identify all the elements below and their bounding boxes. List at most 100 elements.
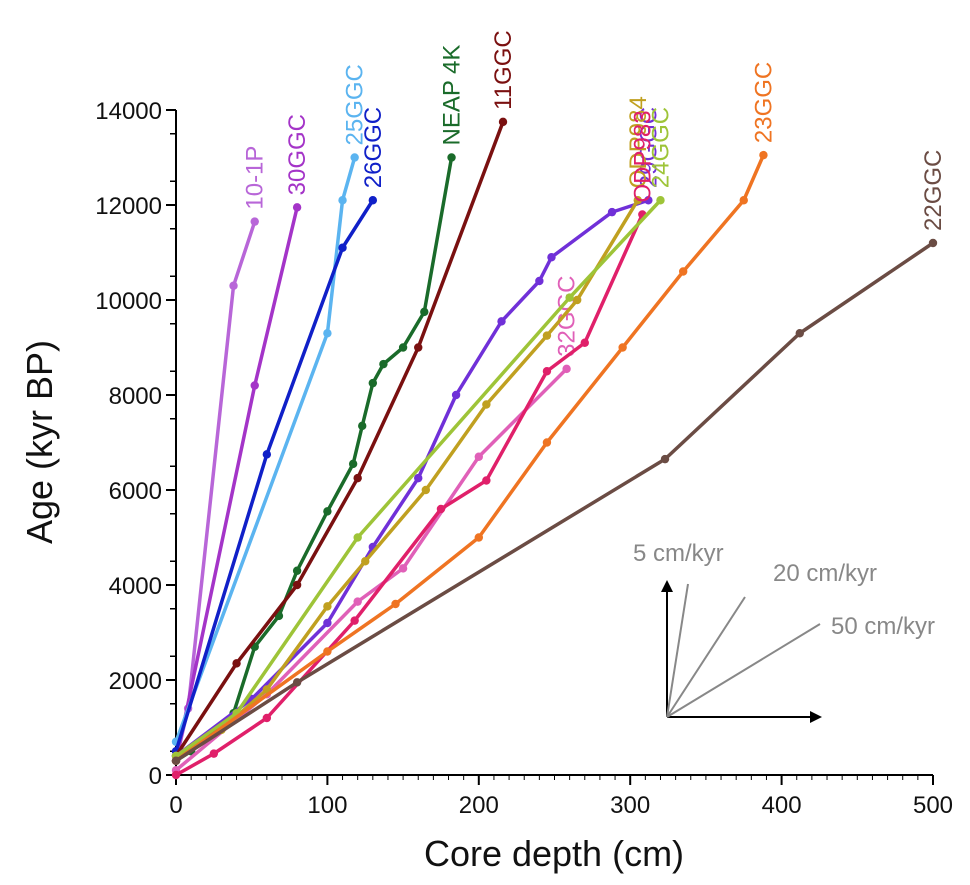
data-point (368, 196, 378, 205)
data-point (171, 770, 181, 780)
data-point (350, 153, 359, 162)
y-tick-label: 14000 (95, 98, 162, 125)
data-point (379, 359, 388, 369)
data-point (795, 329, 804, 338)
rate-line-5 (666, 583, 689, 718)
series-26ggc: 26GGC (171, 107, 387, 756)
rate-line-50 (666, 623, 821, 718)
series-22ggc: 22GGC (171, 150, 947, 765)
series-label-odp984: ODP984 (625, 96, 652, 188)
series-label-23ggc: 23GGC (750, 62, 777, 143)
data-point (232, 659, 241, 668)
series-odp983: ODP983 (171, 110, 656, 780)
data-point (607, 207, 617, 217)
data-point (353, 533, 362, 542)
data-point (562, 364, 571, 374)
data-point (323, 602, 332, 611)
series-10-1p: 10-1P (171, 146, 269, 765)
y-tick-label: 10000 (95, 288, 162, 315)
data-point (421, 485, 431, 495)
series-label-11ggc: 11GGC (490, 30, 517, 110)
series-32ggc: 32GGC (171, 276, 581, 775)
data-point (323, 329, 332, 338)
data-point (171, 756, 181, 765)
data-point (292, 203, 302, 212)
data-point (323, 618, 332, 628)
series-label-10-1p: 10-1P (242, 146, 269, 210)
data-point (420, 307, 429, 317)
rate-label-50: 50 cm/kyr (831, 613, 935, 640)
data-point (451, 390, 461, 400)
data-point (542, 331, 552, 340)
x-tick-label: 100 (307, 792, 347, 819)
data-point (338, 196, 347, 205)
data-point (398, 343, 408, 352)
data-point (656, 196, 665, 205)
y-tick-label: 0 (149, 763, 162, 790)
data-point (292, 678, 302, 687)
series-line-neap-4k (174, 155, 454, 763)
series-line-30ggc (174, 205, 299, 763)
data-point (414, 343, 423, 352)
series-label-29ggc: 29GGC (635, 107, 662, 188)
x-ticks: 0 100 200 300 400 500 (169, 775, 953, 819)
data-point (498, 117, 508, 127)
rate-label-20: 20 cm/kyr (773, 560, 877, 587)
data-point (547, 253, 556, 262)
data-point (474, 452, 483, 461)
data-point (542, 367, 552, 376)
data-point (262, 713, 272, 723)
y-axis-title: Age (kyr BP) (19, 340, 60, 544)
y-tick-label: 6000 (109, 478, 162, 505)
x-tick-label: 500 (913, 792, 953, 819)
data-point (229, 281, 238, 290)
sedimentation-rate-scale: 5 cm/kyr 20 cm/kyr 50 cm/kyr (633, 540, 935, 723)
data-point (350, 616, 359, 625)
data-point (497, 317, 506, 326)
x-tick-label: 400 (762, 792, 802, 819)
x-tick-label: 300 (610, 792, 650, 819)
rate-scale-x-arrowhead (810, 711, 822, 723)
data-point (474, 533, 483, 542)
series-label-26ggc: 26GGC (360, 107, 387, 188)
series-label-odp983: ODP983 (629, 110, 656, 202)
series-30ggc: 30GGC (171, 114, 311, 765)
rate-scale-y-arrowhead (661, 580, 673, 592)
data-point (565, 293, 574, 302)
data-point (660, 454, 670, 464)
data-point (353, 597, 362, 606)
series-label-30ggc: 30GGC (284, 114, 311, 195)
series-line-26ggc (174, 198, 375, 753)
series-11ggc: 11GGC (171, 30, 517, 761)
data-point (482, 400, 491, 409)
data-point (262, 450, 272, 459)
data-point (368, 378, 378, 388)
data-point (323, 507, 332, 516)
y-ticks: 0 2000 4000 6000 8000 10000 12000 14000 (95, 98, 176, 790)
data-point (361, 557, 370, 566)
y-tick-label: 4000 (109, 573, 162, 600)
x-tick-label: 200 (459, 792, 499, 819)
data-point (644, 196, 653, 205)
series-29ggc: 29GGC (171, 107, 662, 761)
data-point (542, 438, 552, 447)
series-label-neap-4k: NEAP 4K (439, 45, 466, 146)
series-label-25ggc: 25GGC (342, 64, 369, 145)
data-point (535, 276, 544, 286)
rate-line-20 (666, 596, 746, 718)
series-label-22ggc: 22GGC (920, 150, 947, 231)
data-point (209, 749, 219, 758)
data-point (358, 421, 367, 431)
data-point (391, 599, 400, 609)
data-point (323, 647, 332, 656)
data-point (573, 295, 582, 305)
data-point (338, 243, 347, 252)
series-label-24ggc: 24GGC (647, 107, 674, 188)
data-point (414, 473, 423, 483)
data-point (447, 153, 456, 162)
data-point (250, 217, 259, 226)
y-tick-label: 12000 (95, 193, 162, 220)
data-point (353, 473, 362, 483)
data-point (482, 476, 491, 485)
